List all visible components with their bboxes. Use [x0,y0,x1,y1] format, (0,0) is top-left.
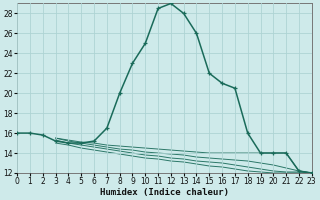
X-axis label: Humidex (Indice chaleur): Humidex (Indice chaleur) [100,188,229,197]
